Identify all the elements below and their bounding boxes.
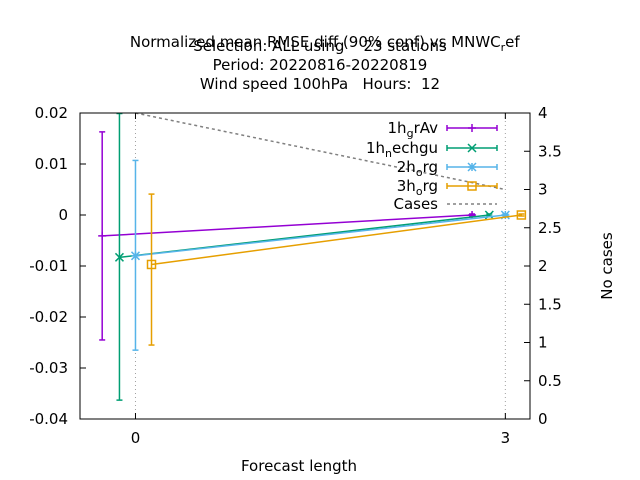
grid-lines: [134, 113, 506, 419]
point-marker-square: [467, 181, 477, 191]
legend-label-3h_org: 3horg: [397, 177, 438, 198]
series-layer: [98, 112, 527, 401]
y-tick-label: -0.01: [29, 257, 68, 275]
point-marker-x: [467, 143, 477, 153]
axes: 0 3 0.02 0.01 0 -0.01 -0.02 -0.03 -0.04 4 3.5 3 2.5 2…: [29, 104, 562, 447]
y2-tick-label: 2.5: [538, 219, 562, 237]
point-marker-plus: [98, 231, 107, 240]
series-3h_org: [146, 193, 527, 346]
point-marker-square: [146, 259, 157, 270]
y2-tick-label: 3: [538, 181, 548, 199]
y2-tick-label: 4: [538, 104, 548, 122]
y2-tick-label: 3.5: [538, 142, 562, 160]
title-main: Normalized mean RMSE diff (90% conf) vs …: [129, 33, 501, 51]
series-1h_grAv: [98, 131, 477, 341]
x-tick-label: 0: [131, 429, 141, 447]
cases-layer: [135, 112, 506, 191]
y-tick-label: 0.02: [35, 104, 68, 122]
chart-title-line-3: Period: 20220816-20220819: [212, 56, 428, 74]
y-tick-label: -0.03: [29, 359, 68, 377]
y2-axis-label: No cases: [598, 232, 616, 300]
title-tail: ef: [505, 33, 520, 51]
y-tick-label: 0: [58, 206, 68, 224]
series-2h_org: [130, 159, 510, 351]
cases-line: [135, 112, 506, 191]
point-marker-star: [467, 162, 477, 172]
title-sub-r: r: [500, 41, 506, 54]
series-line: [102, 214, 473, 237]
y-tick-label: -0.02: [29, 308, 68, 326]
legend-label-cases: Cases: [393, 195, 438, 213]
point-marker-star: [500, 210, 510, 220]
y2-tick-label: 2: [538, 257, 548, 275]
point-marker-x: [114, 252, 124, 262]
legend-label-2h_org: 2horg: [397, 158, 438, 179]
chart-title-line-4: Wind speed 100hPa Hours: 12: [199, 75, 441, 93]
y2-tick-label: 0.5: [538, 372, 562, 390]
y-tick-label: 0.01: [35, 155, 68, 173]
point-marker-star: [130, 251, 141, 261]
point-marker-square: [516, 210, 527, 220]
series-line: [135, 214, 506, 257]
chart-title-line-2: Selection: ALL using 23 stations: [193, 37, 447, 55]
y2-tick-label: 1: [538, 334, 548, 352]
y2-tick-label: 0: [538, 410, 548, 428]
legend-label-1h_nechgu: 1hnechgu: [366, 139, 438, 160]
legend-label-1h_grAv: 1hgrAv: [388, 119, 439, 140]
y-tick-label: -0.04: [29, 410, 68, 428]
x-axis-label: Forecast length: [241, 457, 357, 475]
x-tick-label: 3: [501, 429, 511, 447]
chart-title-line-1: Normalized mean RMSE diff (90% conf) vs …: [0, 15, 640, 54]
point-marker-plus: [468, 124, 476, 132]
y2-tick-label: 1.5: [538, 295, 562, 313]
series-line: [151, 214, 522, 266]
